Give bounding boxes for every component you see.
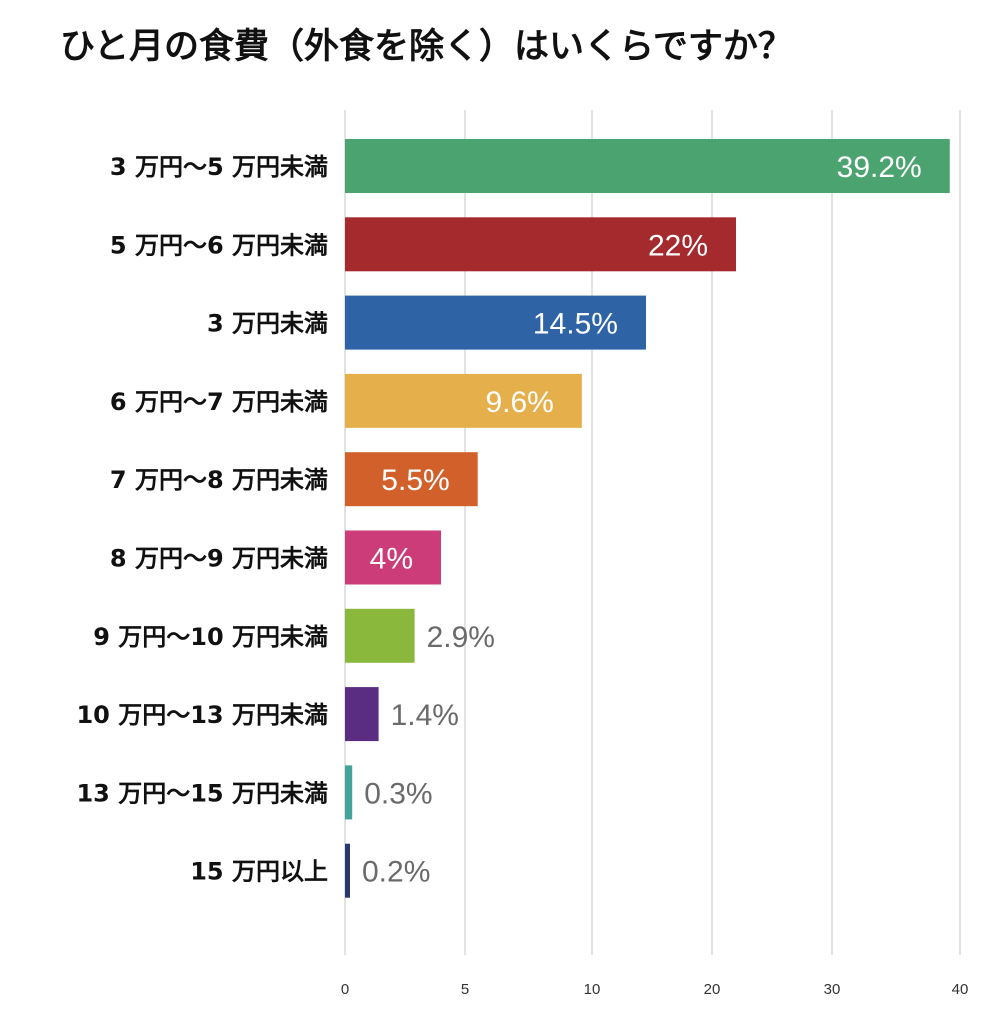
data-label: 39.2% <box>837 151 922 184</box>
category-label: 15 万円以上 <box>190 858 328 886</box>
chart-title: ひと月の食費（外食を除く）はいくらですか？ <box>60 26 793 67</box>
data-label: 0.3% <box>364 777 432 810</box>
bar <box>345 843 350 898</box>
category-label: 6 万円〜7 万円未満 <box>110 388 328 416</box>
data-label: 4% <box>370 543 413 576</box>
bar <box>345 295 646 350</box>
bar <box>345 452 478 507</box>
data-label: 1.4% <box>391 699 459 732</box>
x-tick-label: 0 <box>341 981 349 998</box>
bar <box>345 217 736 272</box>
bar <box>345 608 415 663</box>
bar <box>345 373 582 428</box>
category-label: 5 万円〜6 万円未満 <box>110 231 328 259</box>
category-label: 13 万円〜15 万円未満 <box>76 779 328 807</box>
category-label: 7 万円〜8 万円未満 <box>110 466 328 494</box>
category-labels: 3 万円〜5 万円未満 5 万円〜6 万円未満 3 万円未満 6 万円〜7 万円未満 7… <box>76 153 328 886</box>
x-axis-ticks: 0 5 10 20 30 40 <box>341 981 969 998</box>
category-label: 10 万円〜13 万円未満 <box>76 701 328 729</box>
x-tick-label: 20 <box>704 981 721 998</box>
x-tick-label: 30 <box>824 981 841 998</box>
data-label: 14.5% <box>533 308 618 341</box>
x-tick-label: 10 <box>584 981 601 998</box>
bar <box>345 530 441 585</box>
bars <box>345 139 950 898</box>
bar <box>345 139 950 193</box>
category-label: 3 万円〜5 万円未満 <box>110 153 328 181</box>
category-label: 3 万円未満 <box>207 310 328 338</box>
bar <box>345 765 353 820</box>
data-label: 2.9% <box>427 621 495 654</box>
data-label: 0.2% <box>362 856 430 889</box>
x-tick-label: 5 <box>461 981 469 998</box>
data-label: 5.5% <box>381 464 449 497</box>
bar <box>345 687 379 742</box>
data-label: 22% <box>648 229 708 262</box>
data-labels: 39.2% 22% 14.5% 9.6% 5.5% 4% 2.9% 1.4% 0.3% 0.2% <box>362 151 922 889</box>
category-label: 9 万円〜10 万円未満 <box>93 623 328 651</box>
x-tick-label: 40 <box>952 981 969 998</box>
category-label: 8 万円〜9 万円未満 <box>110 545 328 573</box>
data-label: 9.6% <box>485 386 553 419</box>
